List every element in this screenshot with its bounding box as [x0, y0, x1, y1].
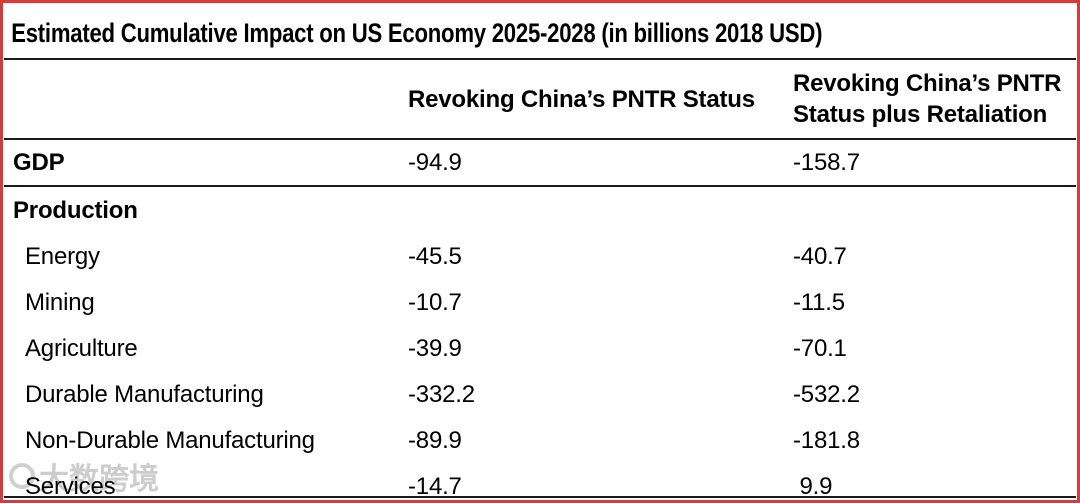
table-row-agriculture: Agriculture -39.9 -70.1 — [3, 326, 1077, 372]
column-header-pntr: Revoking China’s PNTR Status — [408, 85, 755, 113]
row-label: Non-Durable Manufacturing — [25, 427, 315, 454]
cell-value: -332.2 — [408, 381, 475, 408]
cell-value: -14.7 — [408, 473, 462, 500]
row-label: Energy — [25, 243, 100, 270]
rule-below-gdp — [4, 185, 1076, 187]
row-label: Agriculture — [25, 335, 138, 362]
row-label: Production — [13, 196, 138, 224]
cell-value: -11.5 — [793, 289, 845, 316]
table-row-services: Services -14.7 9.9 — [3, 464, 1077, 500]
cell-value: -39.9 — [408, 335, 462, 362]
table-row-durable-manufacturing: Durable Manufacturing -332.2 -532.2 — [3, 372, 1077, 418]
rule-below-title — [4, 58, 1076, 60]
table-row-production: Production — [3, 187, 1077, 234]
cell-value: 9.9 — [793, 473, 833, 500]
cell-value: -181.8 — [793, 427, 860, 454]
cell-value: -70.1 — [793, 335, 847, 362]
row-label: Services — [25, 473, 116, 500]
table-row-energy: Energy -45.5 -40.7 — [3, 234, 1077, 280]
cell-value: -45.5 — [408, 243, 462, 270]
table-row-gdp: GDP -94.9 -158.7 — [3, 140, 1077, 185]
table-title: Estimated Cumulative Impact on US Econom… — [11, 18, 823, 48]
header-row: Revoking China’s PNTR Status Revoking Ch… — [3, 60, 1077, 138]
table-content: Estimated Cumulative Impact on US Econom… — [3, 3, 1077, 500]
watermark-text: 大数跨境 — [39, 463, 159, 496]
row-label: GDP — [13, 148, 65, 176]
rule-bottom — [4, 496, 1076, 498]
table-row-mining: Mining -10.7 -11.5 — [3, 280, 1077, 326]
table-row-non-durable-manufacturing: Non-Durable Manufacturing -89.9 -181.8 — [3, 418, 1077, 464]
cell-value: -532.2 — [793, 381, 860, 408]
row-label: Durable Manufacturing — [25, 381, 264, 408]
column-header-pntr-retaliation: Revoking China’s PNTR Status plus Retali… — [793, 70, 1062, 128]
cell-value: -89.9 — [408, 427, 462, 454]
cell-value: -94.9 — [408, 148, 462, 176]
row-label: Mining — [25, 289, 95, 316]
cell-value: -158.7 — [793, 148, 860, 176]
rule-below-header — [4, 138, 1076, 140]
cell-value: -40.7 — [793, 243, 847, 270]
watermark-logo-icon — [9, 463, 35, 489]
cell-value: -10.7 — [408, 289, 462, 316]
watermark: 大数跨境 — [9, 454, 159, 498]
